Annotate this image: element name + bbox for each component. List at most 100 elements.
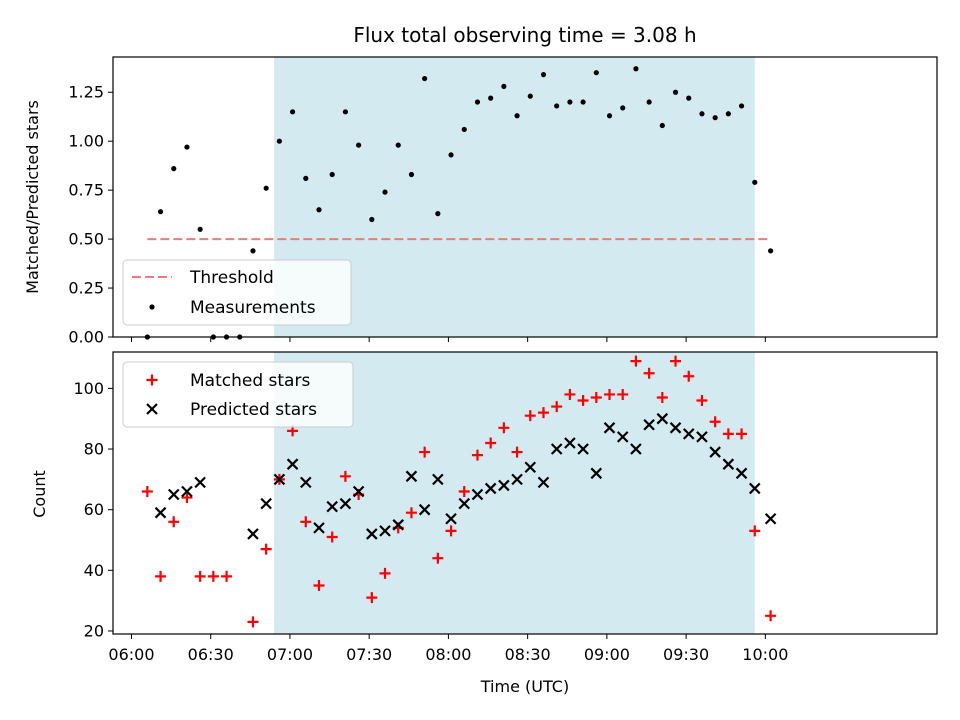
matched-star-point (155, 570, 167, 582)
predicted-star-point (511, 473, 523, 486)
predicted-star-point (286, 458, 299, 470)
predicted-star-point (764, 512, 777, 525)
measurement-point (171, 166, 177, 172)
predicted-star-point (167, 488, 180, 501)
matched-star-point (696, 395, 708, 407)
matched-star-point (604, 388, 616, 400)
top-legend: Threshold Measurements (122, 259, 352, 326)
top-panel: 0.00 0.25 0.50 0.75 1.00 1.25 Threshold Measure… (68, 56, 938, 347)
matched-star-point (366, 592, 378, 604)
matched-star-point (260, 543, 272, 555)
top-axes-frame (112, 56, 938, 338)
x-tick-label: 08:00 (425, 645, 471, 664)
predicted-star-point (432, 473, 444, 486)
matched-star-point (207, 570, 219, 582)
matched-star-point (765, 610, 777, 622)
bottom-legend-box (122, 361, 354, 428)
matched-star-point (498, 422, 510, 434)
measurement-point (567, 99, 573, 105)
legend-predicted-label: Predicted stars (190, 400, 317, 420)
measurement-point (712, 115, 718, 121)
matched-star-point (194, 570, 206, 582)
matched-star-point (656, 391, 668, 403)
matched-star-point (379, 567, 391, 579)
y-tick-label: 80 (84, 440, 104, 459)
x-tick-label: 06:30 (188, 645, 234, 664)
predicted-star-point (550, 443, 563, 455)
measurement-point (699, 111, 705, 117)
predicted-star-point (392, 519, 405, 531)
measurement-point (263, 185, 269, 191)
measurement-point (593, 70, 599, 76)
measurement-point (342, 109, 349, 115)
predicted-star-point (445, 512, 457, 525)
matched-star-point (590, 391, 602, 403)
y-tick-label: 0.00 (68, 328, 104, 347)
predicted-star-point (577, 443, 589, 455)
measurement-point (422, 75, 428, 82)
x-tick-label: 06:00 (108, 645, 154, 664)
measurement-point (646, 99, 652, 105)
matched-star-point (736, 428, 748, 440)
predicted-star-point (709, 446, 721, 458)
predicted-star-point (181, 485, 193, 498)
matched-star-point (405, 507, 417, 519)
predicted-star-point (247, 528, 259, 540)
measurement-point (633, 66, 639, 72)
measurement-point (382, 189, 388, 195)
legend-matched-swatch (146, 374, 158, 386)
matched-star-point (458, 485, 470, 497)
measurement-point (514, 113, 520, 119)
predicted-star-point (524, 461, 537, 474)
measurement-point (329, 171, 335, 178)
top-ylabel: Matched/Predicted stars (23, 100, 42, 294)
legend-predicted-swatch (146, 403, 158, 415)
matched-star-point (643, 367, 655, 379)
measurement-point (725, 111, 731, 117)
predicted-star-point (682, 428, 695, 440)
matched-star-point (419, 446, 431, 458)
measurement-point (554, 103, 560, 109)
y-tick-label: 40 (84, 561, 104, 580)
predicted-star-point (379, 525, 391, 537)
matched-star-point (683, 370, 695, 382)
matched-star-point (141, 485, 153, 497)
measurement-point (184, 144, 190, 150)
measurement-point (157, 209, 164, 215)
predicted-star-point (339, 497, 352, 510)
predicted-star-point (405, 470, 418, 483)
measurement-point (197, 226, 203, 232)
predicted-star-point (194, 476, 206, 489)
y-tick-label: 0.75 (68, 181, 104, 200)
matched-star-point (617, 388, 629, 400)
legend-measurements-label: Measurements (190, 298, 316, 318)
predicted-star-point (656, 412, 669, 425)
matched-star-point (300, 516, 312, 528)
measurement-point (620, 105, 626, 111)
predicted-star-point (748, 482, 761, 495)
x-tick-label: 09:00 (584, 645, 630, 664)
predicted-star-point (326, 500, 338, 513)
x-tick-label: 09:30 (663, 645, 709, 664)
predicted-star-point (603, 422, 616, 434)
observing-interval-shade (274, 57, 755, 337)
y-tick-label: 100 (73, 379, 104, 398)
measurement-point (488, 95, 494, 101)
predicted-star-point (735, 467, 748, 480)
measurement-point (738, 103, 745, 109)
measurement-point (303, 175, 309, 181)
measurement-point (501, 83, 507, 89)
matched-star-point (709, 416, 721, 428)
matched-star-point (471, 449, 483, 461)
predicted-star-point (352, 485, 365, 498)
predicted-star-point (643, 418, 655, 431)
matched-star-point (722, 428, 734, 440)
matched-star-point (181, 492, 193, 504)
measurement-point (316, 207, 322, 213)
predicted-star-point (366, 528, 378, 540)
x-tick-label: 08:30 (505, 645, 551, 664)
matched-star-point (564, 388, 576, 400)
predicted-star-point (696, 431, 708, 443)
predicted-star-point (537, 476, 550, 489)
